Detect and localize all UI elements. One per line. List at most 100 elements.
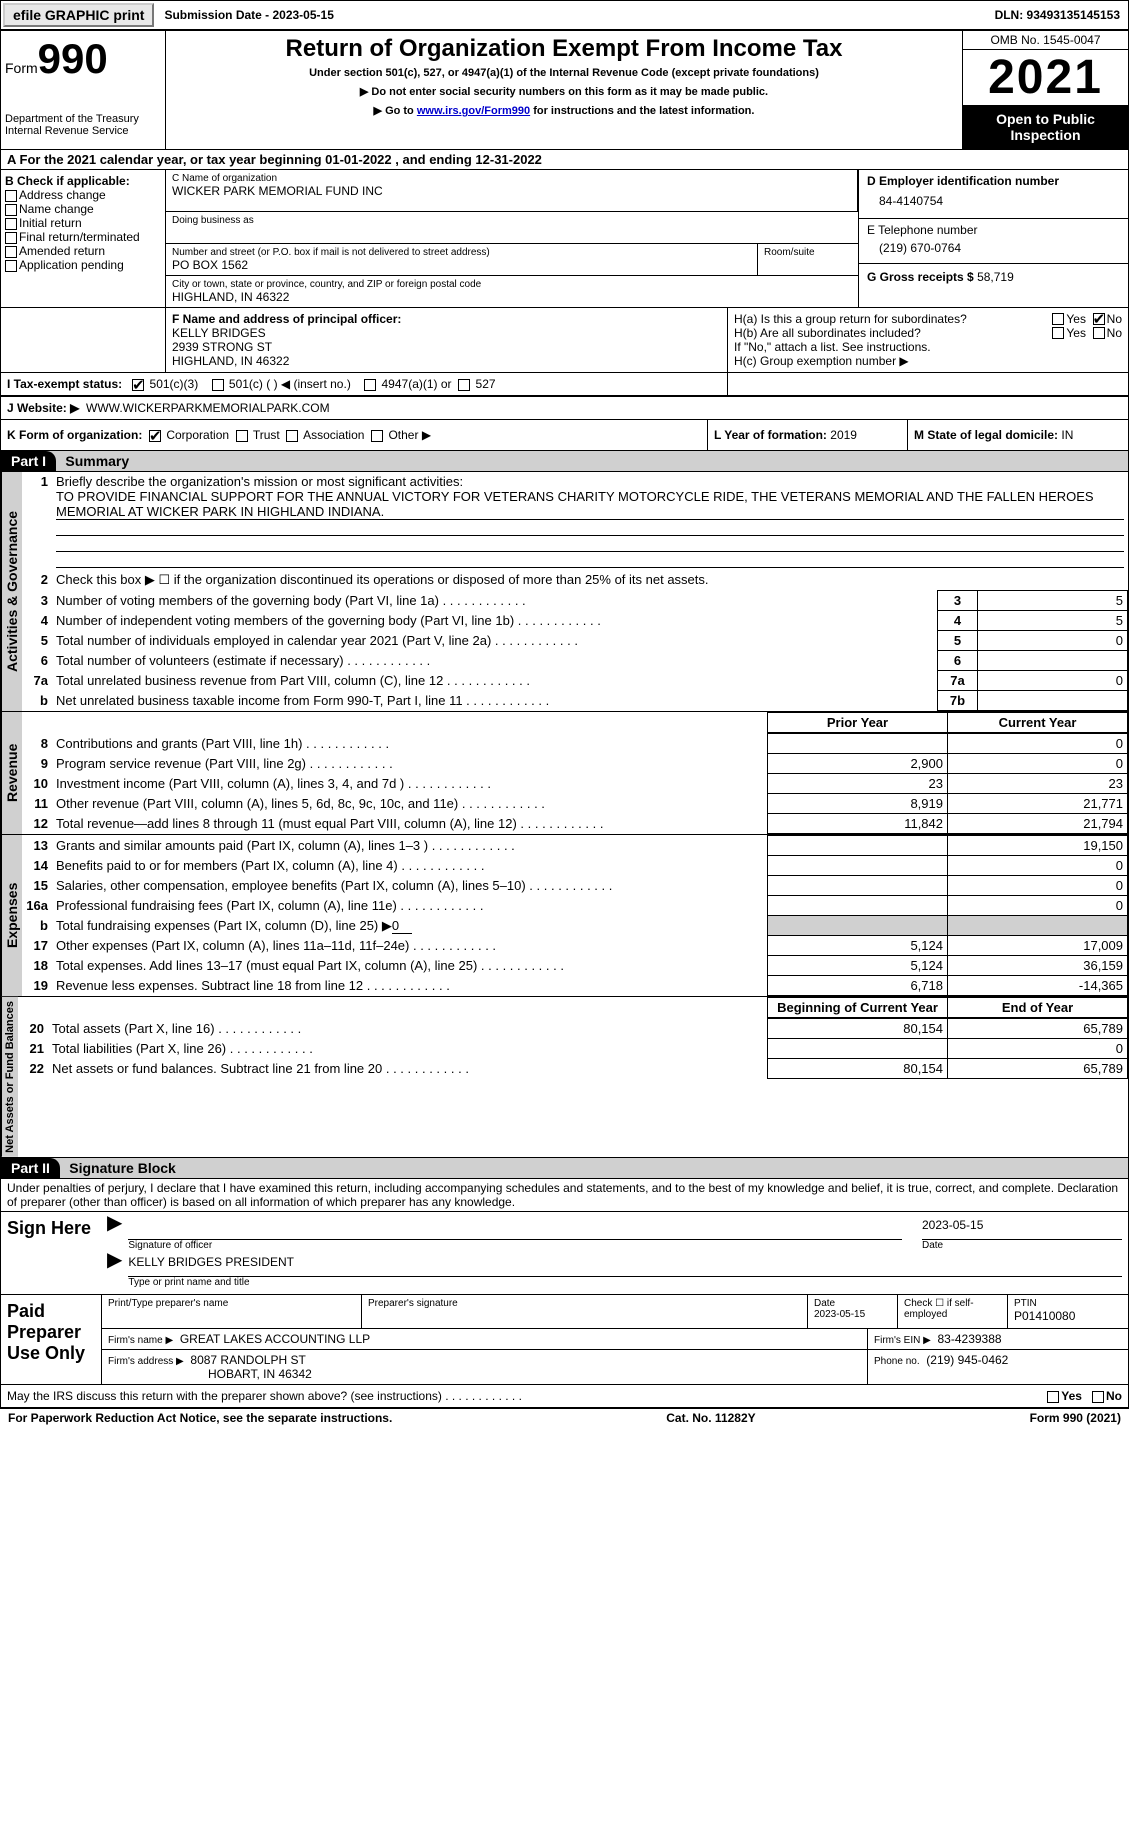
check-other[interactable] [371,430,383,442]
part2-header: Part II Signature Block [0,1158,1129,1179]
sig-officer-label: Signature of officer [128,1240,902,1251]
signature-block: Under penalties of perjury, I declare th… [0,1179,1129,1408]
table-row: 10Investment income (Part VIII, column (… [22,774,1128,794]
table-row: 15Salaries, other compensation, employee… [22,876,1128,896]
officer-name: KELLY BRIDGES [172,326,721,340]
firm-addr1: 8087 RANDOLPH ST [190,1353,305,1367]
efile-print-button[interactable]: efile GRAPHIC print [3,3,154,27]
table-row: 11Other revenue (Part VIII, column (A), … [22,794,1128,814]
org-city: HIGHLAND, IN 46322 [172,290,852,304]
check-ha-no[interactable] [1093,313,1105,325]
table-row: 9Program service revenue (Part VIII, lin… [22,754,1128,774]
status-block: I Tax-exempt status: 501(c)(3) 501(c) ( … [0,373,1129,397]
form-page-ref: Form 990 (2021) [1030,1411,1121,1425]
sidebar-expenses: Expenses [1,835,22,996]
top-bar: efile GRAPHIC print Submission Date - 20… [0,0,1129,30]
sidebar-activities: Activities & Governance [1,472,22,711]
mission-text: TO PROVIDE FINANCIAL SUPPORT FOR THE ANN… [56,489,1124,520]
h-c-label: H(c) Group exemption number ▶ [734,354,1122,368]
arrow-icon: ▶ [107,1255,122,1288]
part1-header: Part I Summary [0,451,1129,472]
check-527[interactable] [458,379,470,391]
submission-date: Submission Date - 2023-05-15 [156,8,341,22]
org-address: PO BOX 1562 [172,258,751,272]
table-row: 3Number of voting members of the governi… [22,591,1128,611]
firm-addr2: HOBART, IN 46342 [208,1367,312,1381]
check-amended-return[interactable] [5,246,17,258]
check-ha-yes[interactable] [1052,313,1064,325]
check-hb-yes[interactable] [1052,327,1064,339]
sig-date-label: Date [922,1240,1122,1251]
state-domicile: IN [1061,428,1073,442]
paid-preparer-label: Paid Preparer Use Only [1,1295,101,1384]
table-row: 7aTotal unrelated business revenue from … [22,671,1128,691]
gross-receipts-label: G Gross receipts $ [867,270,974,284]
check-discuss-no[interactable] [1092,1391,1104,1403]
check-application-pending[interactable] [5,260,17,272]
table-row: bNet unrelated business taxable income f… [22,691,1128,711]
table-row: bTotal fundraising expenses (Part IX, co… [22,916,1128,936]
h-a-label: H(a) Is this a group return for subordin… [734,312,1052,326]
ein-value: 84-4140754 [867,188,1120,214]
self-employed-check[interactable]: Check ☐ if self-employed [904,1298,1001,1320]
year-formation: 2019 [830,428,857,442]
ein-label: D Employer identification number [867,174,1120,188]
line-2-discontinue: Check this box ▶ ☐ if the organization d… [52,570,1128,590]
form-number: Form990 [5,35,161,83]
check-initial-return[interactable] [5,218,17,230]
form-header: Form990 Department of the Treasury Inter… [0,30,1129,150]
website-value: WWW.WICKERPARKMEMORIALPARK.COM [86,401,330,415]
city-label: City or town, state or province, country… [172,279,852,290]
table-row: 17Other expenses (Part IX, column (A), l… [22,936,1128,956]
table-row: 8Contributions and grants (Part VIII, li… [22,734,1128,754]
check-address-change[interactable] [5,190,17,202]
pp-date: 2023-05-15 [814,1309,865,1320]
check-corporation[interactable] [149,430,161,442]
table-row: 14Benefits paid to or for members (Part … [22,856,1128,876]
name-title-label: Type or print name and title [128,1277,1122,1288]
firm-phone: (219) 945-0462 [926,1353,1008,1367]
check-501c[interactable] [212,379,224,391]
dept-label: Department of the Treasury [5,113,161,125]
phone-label: E Telephone number [867,223,1120,237]
col-end: End of Year [948,998,1128,1018]
table-row: 6Total number of volunteers (estimate if… [22,651,1128,671]
col-beginning: Beginning of Current Year [768,998,948,1018]
part1-net-assets: Net Assets or Fund Balances Beginning of… [0,997,1129,1158]
dba-label: Doing business as [172,215,852,226]
subtitle-2: ▶ Do not enter social security numbers o… [170,85,958,98]
firm-ein: 83-4239388 [938,1332,1002,1346]
org-name-label: C Name of organization [172,173,851,184]
irs-link[interactable]: www.irs.gov/Form990 [417,105,530,117]
org-name: WICKER PARK MEMORIAL FUND INC [172,184,851,198]
gross-receipts-value: 58,719 [977,270,1014,284]
check-4947[interactable] [364,379,376,391]
dln-label: DLN: 93493135145153 [995,8,1128,22]
table-row: 18Total expenses. Add lines 13–17 (must … [22,956,1128,976]
check-discuss-yes[interactable] [1047,1391,1059,1403]
sig-date-value: 2023-05-15 [922,1218,1122,1240]
phone-value: (219) 670-0764 [867,237,1120,259]
firm-name: GREAT LAKES ACCOUNTING LLP [180,1332,370,1346]
box-b-label: B Check if applicable: [5,174,161,188]
check-trust[interactable] [236,430,248,442]
h-b-label: H(b) Are all subordinates included? [734,326,1052,340]
table-row: 13Grants and similar amounts paid (Part … [22,836,1128,856]
open-to-public: Open to Public Inspection [963,105,1128,149]
part1-body: Activities & Governance 1 Briefly descri… [0,472,1129,712]
check-name-change[interactable] [5,204,17,216]
line-a-tax-year: A For the 2021 calendar year, or tax yea… [0,150,1129,170]
omb-number: OMB No. 1545-0047 [963,31,1128,50]
table-row: 22Net assets or fund balances. Subtract … [18,1059,1128,1079]
check-association[interactable] [286,430,298,442]
table-row: 20Total assets (Part X, line 16)80,15465… [18,1019,1128,1039]
officer-label: F Name and address of principal officer: [172,312,721,326]
officer-addr2: HIGHLAND, IN 46322 [172,354,721,368]
check-501c3[interactable] [132,379,144,391]
table-row: 21Total liabilities (Part X, line 26)0 [18,1039,1128,1059]
subtitle-3: ▶ Go to www.irs.gov/Form990 for instruct… [170,104,958,117]
page-footer: For Paperwork Reduction Act Notice, see … [0,1408,1129,1427]
officer-addr1: 2939 STRONG ST [172,340,721,354]
check-final-return[interactable] [5,232,17,244]
check-hb-no[interactable] [1093,327,1105,339]
